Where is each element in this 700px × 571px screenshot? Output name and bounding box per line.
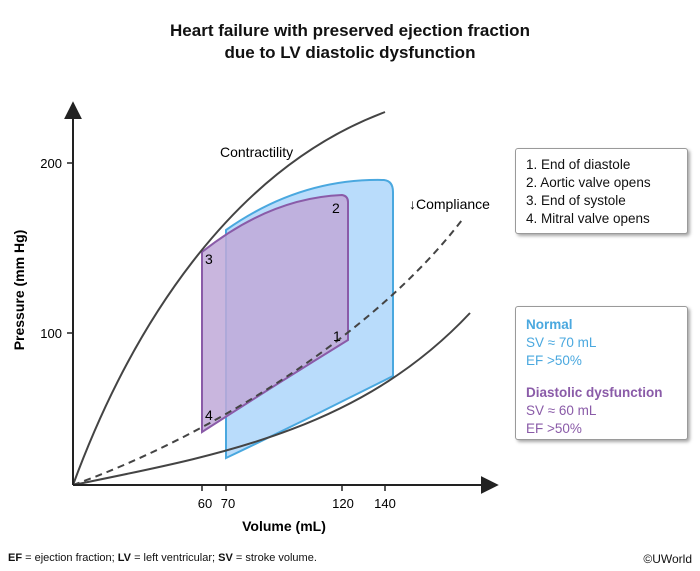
- diagram-title-line1: Heart failure with preserved ejection fr…: [170, 21, 530, 40]
- y-axis-label: Pressure (mm Hg): [11, 230, 27, 351]
- point-label-1: 1: [333, 328, 341, 344]
- ef-abbr: EF: [8, 552, 23, 564]
- y-tick-100: 100: [40, 326, 62, 341]
- contractility-curve: [72, 111, 386, 486]
- abbreviations-footnote: EF = ejection fraction; LV = left ventri…: [8, 552, 317, 564]
- step-item-3: 3. End of systole: [526, 193, 626, 208]
- point-label-3: 3: [205, 251, 213, 267]
- normal-ef: EF >50%: [526, 353, 582, 368]
- x-tick-60: 60: [198, 496, 212, 511]
- contractility-label: Contractility: [220, 144, 293, 160]
- diastolic-sv: SV ≈ 60 mL: [526, 403, 597, 418]
- y-tick-200: 200: [40, 156, 62, 171]
- point-label-2: 2: [332, 200, 340, 216]
- normal-header: Normal: [526, 317, 573, 332]
- point-label-4: 4: [205, 407, 213, 423]
- x-axis-label: Volume (mL): [242, 518, 326, 534]
- diastolic-pv-loop: [201, 193, 349, 434]
- ef-text: = ejection fraction;: [22, 552, 118, 564]
- lv-abbr: LV: [117, 552, 132, 564]
- step-item-2: 2. Aortic valve opens: [526, 175, 651, 190]
- sv-abbr: SV: [218, 552, 233, 564]
- diastolic-header: Diastolic dysfunction: [526, 385, 663, 400]
- x-tick-120: 120: [332, 496, 354, 511]
- sv-text: = stroke volume.: [232, 552, 317, 564]
- normal-sv: SV ≈ 70 mL: [526, 335, 597, 350]
- step-item-4: 4. Mitral valve opens: [526, 211, 650, 226]
- comparison-legend: Normal SV ≈ 70 mL EF >50% Diastolic dysf…: [515, 306, 688, 440]
- cycle-steps-legend: 1. End of diastole 2. Aortic valve opens…: [515, 148, 688, 234]
- step-item-1: 1. End of diastole: [526, 157, 631, 172]
- x-tick-70: 70: [221, 496, 235, 511]
- compliance-label: ↓Compliance: [409, 196, 490, 212]
- diagram-title-line2: due to LV diastolic dysfunction: [224, 43, 476, 62]
- copyright: ©UWorld: [643, 552, 692, 566]
- normal-compliance-curve: [72, 312, 471, 486]
- lv-text: = left ventricular;: [131, 552, 219, 564]
- decreased-compliance-curve: [72, 219, 463, 486]
- x-tick-140: 140: [374, 496, 396, 511]
- diastolic-ef: EF >50%: [526, 421, 582, 436]
